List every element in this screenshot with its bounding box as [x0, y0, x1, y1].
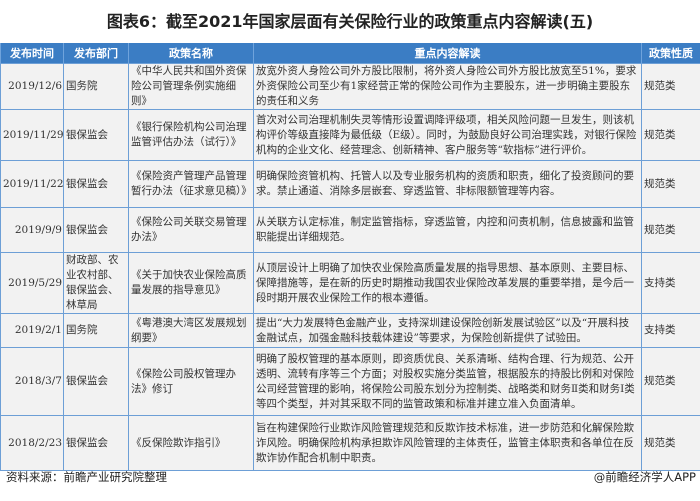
- header-name: 政策名称: [128, 43, 254, 64]
- policy-type-cell: 规范类: [641, 207, 700, 253]
- policy-name-cell: 《保险资产管理产品管理暂行办法（征求意见稿）》: [128, 160, 254, 208]
- dept-cell: 银保监会: [63, 109, 129, 161]
- credit-note: @前瞻经济学人APP: [593, 470, 696, 484]
- source-note: 资料来源：前瞻产业研究院整理: [6, 470, 167, 484]
- policy-table: 发布时间 发布部门 政策名称 重点内容解读 政策性质 2019/12/6 国务院《…: [0, 43, 700, 471]
- dept-cell: 国务院: [63, 63, 129, 110]
- content-cell: 首次对公司治理机制失灵等情形设置调降评级项，相关风险问题一旦发生，则该机构评价等…: [253, 109, 642, 161]
- table-row: 2019/12/6 国务院 《中华人民共和国外资保险公司管理条例实施细则》 放宽外资人…: [0, 63, 700, 110]
- header-date: 发布时间: [0, 43, 64, 64]
- header-content: 重点内容解读: [253, 43, 642, 64]
- content-cell: 明确了股权管理的基本原则，即资质优良、关系清晰、结构合理、行为规范、公开透明、流…: [253, 347, 642, 416]
- content-cell: 明确保险资管机构、托管人以及专业服务机构的资质和职责，细化了投资顾问的要求。禁止…: [253, 160, 642, 208]
- content-cell: 放宽外资人身险公司外方股比限制，将外资人身险公司外方股比放宽至51%，要求外资保…: [253, 63, 642, 110]
- content-cell: 从关联方认定标准，制定监管指标，穿透监管，内控和问责机制，信息披露和监管职能提出…: [253, 207, 642, 253]
- dept-cell: 国务院: [63, 313, 129, 348]
- policy-type-cell: 支持类: [641, 313, 700, 348]
- policy-type-cell: 规范类: [641, 63, 700, 110]
- dept-cell: 财政部、农业农村部、银保监会、林草局: [63, 252, 129, 314]
- policy-name-cell: 《保险公司关联交易管理办法》: [128, 207, 254, 253]
- table-row: 2019/11/29 银保监会 《银行保险机构公司治理监管评估办法（试行）》 首次对公…: [0, 109, 700, 161]
- header-type: 政策性质: [641, 43, 700, 64]
- date-cell: 2019/9/9: [0, 207, 64, 253]
- table-row: 2018/2/23 银保监会 《反保险欺诈指引》 旨在构建保险行业欺诈风险管理规范和反…: [0, 415, 700, 471]
- table-row: 2019/9/9 银保监会 《保险公司关联交易管理办法》 从关联方认定标准，制定监管指…: [0, 207, 700, 253]
- policy-type-cell: 规范类: [641, 415, 700, 471]
- content-cell: 提出“大力发展特色金融产业，支持深圳建设保险创新发展试验区”以及“开展科技金融试…: [253, 313, 642, 348]
- content-cell: 旨在构建保险行业欺诈风险管理规范和反欺诈技术标准，进一步防范和化解保险欺诈风险。…: [253, 415, 642, 471]
- date-cell: 2019/2/1: [0, 313, 64, 348]
- header-dept: 发布部门: [63, 43, 129, 64]
- policy-type-cell: 规范类: [641, 347, 700, 416]
- policy-name-cell: 《中华人民共和国外资保险公司管理条例实施细则》: [128, 63, 254, 110]
- table-header-row: 发布时间 发布部门 政策名称 重点内容解读 政策性质: [0, 43, 700, 64]
- policy-name-cell: 《反保险欺诈指引》: [128, 415, 254, 471]
- dept-cell: 银保监会: [63, 415, 129, 471]
- date-cell: 2019/11/22: [0, 160, 64, 208]
- date-cell: 2019/5/29: [0, 252, 64, 314]
- policy-name-cell: 《关于加快农业保险高质量发展的指导意见》: [128, 252, 254, 314]
- table-row: 2019/2/1 国务院 《粤港澳大湾区发展规划纲要》 提出“大力发展特色金融产业，支…: [0, 313, 700, 348]
- date-cell: 2018/3/7: [0, 347, 64, 416]
- date-cell: 2019/12/6: [0, 63, 64, 110]
- table-row: 2019/11/22 银保监会 《保险资产管理产品管理暂行办法（征求意见稿）》 明确保…: [0, 160, 700, 208]
- page-title: 图表6：截至2021年国家层面有关保险行业的政策重点内容解读(五): [106, 12, 594, 31]
- content-cell: 从顶层设计上明确了加快农业保险高质量发展的指导思想、基本原则、主要目标、保障措施…: [253, 252, 642, 314]
- date-cell: 2019/11/29: [0, 109, 64, 161]
- policy-name-cell: 《粤港澳大湾区发展规划纲要》: [128, 313, 254, 348]
- table-row: 2018/3/7 银保监会 《保险公司股权管理办法》修订 明确了股权管理的基本原则，即…: [0, 347, 700, 416]
- policy-name-cell: 《保险公司股权管理办法》修订: [128, 347, 254, 416]
- policy-type-cell: 规范类: [641, 160, 700, 208]
- dept-cell: 银保监会: [63, 347, 129, 416]
- table-row: 2019/5/29 财政部、农业农村部、银保监会、林草局 《关于加快农业保险高质量发…: [0, 252, 700, 314]
- policy-type-cell: 规范类: [641, 109, 700, 161]
- date-cell: 2018/2/23: [0, 415, 64, 471]
- dept-cell: 银保监会: [63, 207, 129, 253]
- policy-type-cell: 支持类: [641, 252, 700, 314]
- dept-cell: 银保监会: [63, 160, 129, 208]
- policy-name-cell: 《银行保险机构公司治理监管评估办法（试行）》: [128, 109, 254, 161]
